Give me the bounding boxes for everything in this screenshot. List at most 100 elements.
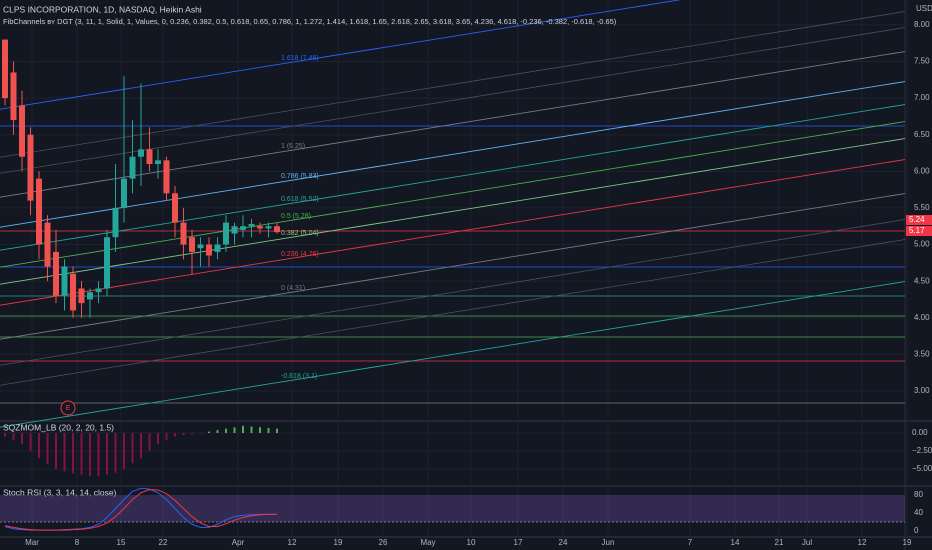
- fib-label: 0.618 (5.52): [281, 196, 319, 203]
- y-tick-label: 5.50: [914, 203, 930, 212]
- candle-body: [155, 160, 161, 165]
- fib-label: -0.618 (3.1): [281, 373, 317, 380]
- candle-body: [19, 105, 25, 157]
- y-tick-label: 8.00: [914, 20, 930, 29]
- momentum-bar: [131, 433, 134, 464]
- momentum-bar: [259, 427, 261, 434]
- momentum-bar: [199, 433, 202, 434]
- fib-label: 1.618 (7.46): [281, 55, 319, 62]
- fib-label: 0.236 (4.76): [281, 251, 319, 258]
- candle-body: [214, 244, 221, 252]
- fib-channel-line: [0, 281, 906, 428]
- candle-body: [274, 226, 280, 233]
- momentum-bar: [157, 433, 159, 444]
- y-tick-label: 3.00: [914, 386, 930, 395]
- momentum-bar: [276, 428, 278, 434]
- candle-body: [2, 39, 8, 99]
- stoch-title: Stoch RSI (3, 3, 14, 14, close): [3, 487, 117, 497]
- momentum-bar: [114, 433, 117, 473]
- y-tick-label: 4.50: [914, 276, 930, 285]
- x-tick-label: 12: [858, 538, 867, 547]
- x-tick-label: Apr: [232, 538, 245, 547]
- unit-label: USD: [916, 4, 932, 13]
- y-tick-label: −5.00: [912, 464, 932, 473]
- fib-label: 0.382 (5.04): [281, 230, 319, 237]
- momentum-bar: [38, 433, 40, 459]
- candle-body: [265, 226, 272, 229]
- x-tick-label: 12: [288, 538, 297, 547]
- candle-body: [53, 251, 59, 296]
- stoch-line: [4, 489, 277, 531]
- momentum-bar: [72, 433, 74, 474]
- candle-body: [27, 134, 34, 201]
- momentum-bar: [106, 433, 108, 475]
- x-tick-label: 15: [117, 538, 126, 547]
- momentum-bar: [29, 433, 32, 452]
- candle-body: [240, 226, 246, 230]
- y-tick-label: 80: [914, 490, 923, 499]
- momentum-bar: [174, 433, 176, 437]
- y-tick-label: 5.00: [914, 240, 930, 249]
- price-tag: [906, 226, 932, 236]
- indicator-label[interactable]: FibChannels ʙʏ DGT (3, 11, 1, Solid, 1, …: [3, 17, 617, 26]
- candle-body: [44, 222, 51, 267]
- candle-body: [104, 237, 110, 289]
- candle-body: [146, 149, 153, 165]
- x-tick-label: 22: [159, 538, 168, 547]
- candle-body: [36, 178, 42, 245]
- fib-channel-line: [0, 159, 906, 306]
- momentum-bar: [233, 427, 236, 434]
- candle-body: [61, 266, 68, 296]
- candle-body: [206, 244, 212, 256]
- candle-body: [180, 222, 187, 245]
- candle-body: [163, 160, 170, 194]
- momentum-bar: [250, 426, 253, 434]
- candle-body: [223, 222, 229, 245]
- fib-channel-line: [0, 81, 906, 228]
- candle-body: [138, 149, 144, 157]
- x-tick-label: 8: [75, 538, 80, 547]
- candle-body: [78, 288, 85, 304]
- momentum-bar: [182, 433, 185, 436]
- fib-label: 0.786 (5.83): [281, 173, 319, 180]
- earnings-label: E: [66, 405, 71, 412]
- y-tick-label: 40: [914, 508, 923, 517]
- y-tick-label: 0.00: [912, 428, 928, 437]
- price-tag-label: 5.17: [909, 226, 925, 235]
- candle-body: [70, 273, 76, 311]
- momentum-bar: [140, 433, 142, 459]
- stoch-band: [0, 495, 905, 523]
- candle-body: [112, 207, 119, 238]
- x-tick-label: 24: [559, 538, 568, 547]
- x-tick-label: 14: [731, 538, 740, 547]
- y-tick-label: 3.50: [914, 349, 930, 358]
- fib-label: 0.5 (5.28): [281, 213, 311, 220]
- y-tick-label: 7.00: [914, 93, 930, 102]
- fib-channel-line: [0, 27, 906, 174]
- momentum-bar: [12, 433, 15, 441]
- momentum-bar: [148, 433, 151, 452]
- momentum-bar: [165, 433, 168, 441]
- earnings-marker[interactable]: [60, 400, 76, 416]
- y-tick-label: 6.50: [914, 130, 930, 139]
- candle-body: [248, 224, 255, 227]
- fib-channel-line: [0, 51, 906, 198]
- fib-channel-line: [0, 121, 906, 268]
- x-tick-label: 26: [379, 538, 388, 547]
- fib-channel-line: [0, 0, 682, 110]
- candle-body: [87, 292, 93, 300]
- momentum-bar: [89, 433, 91, 477]
- y-tick-label: 7.50: [914, 57, 930, 66]
- momentum-bar: [4, 433, 6, 437]
- momentum-bar: [216, 430, 219, 434]
- candle-body: [10, 72, 17, 121]
- fib-channel-line: [0, 11, 906, 158]
- x-tick-label: 19: [334, 538, 343, 547]
- momentum-bar: [21, 433, 23, 444]
- price-tag: [906, 215, 932, 225]
- momentum-bar: [55, 433, 57, 470]
- main-pane: [0, 0, 905, 421]
- fib-channel-line: [0, 239, 906, 386]
- price-tag-label: 5.24: [909, 215, 925, 224]
